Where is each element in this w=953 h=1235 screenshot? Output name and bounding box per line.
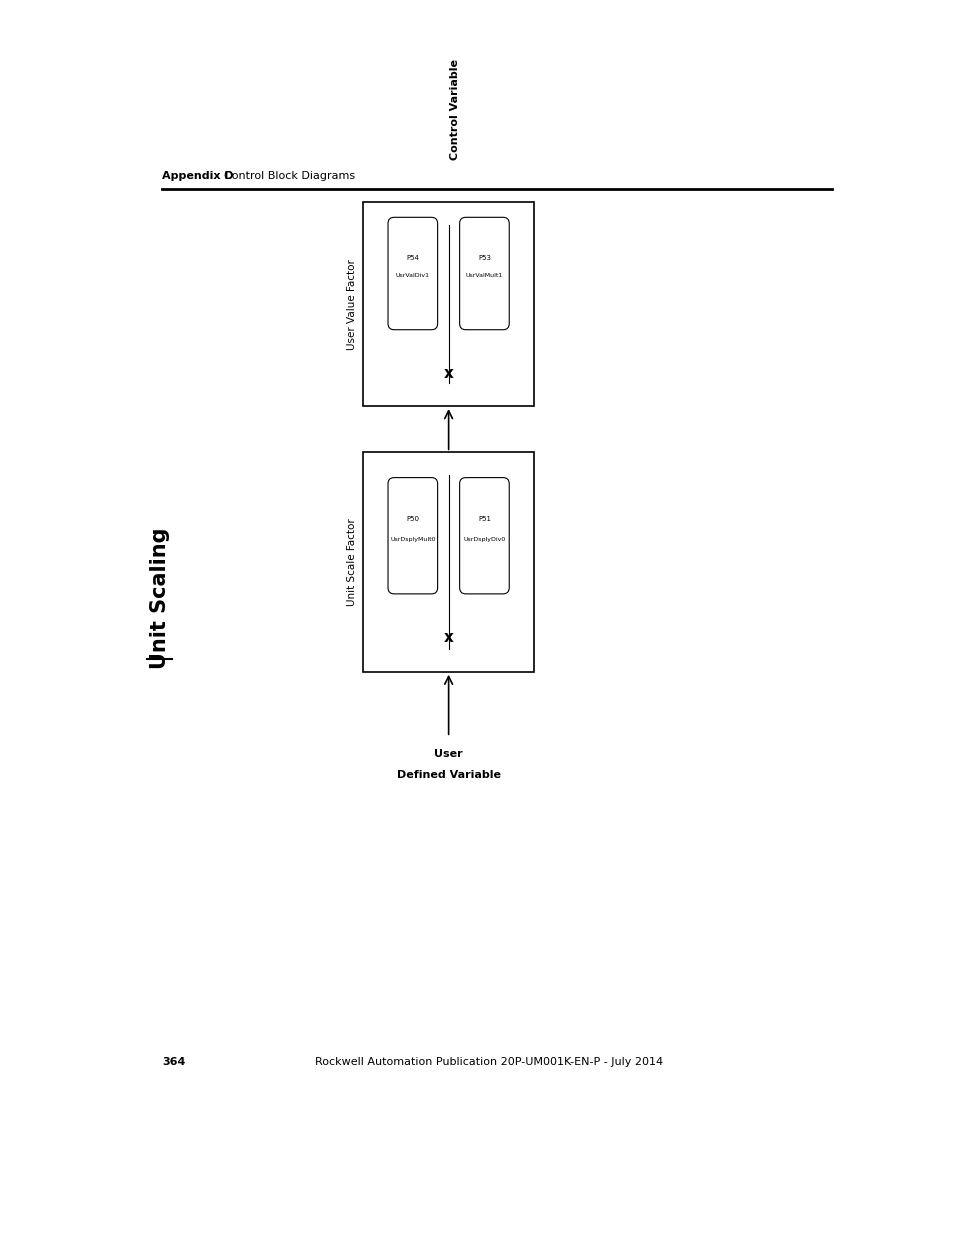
FancyBboxPatch shape [388, 217, 437, 330]
Text: Appendix D: Appendix D [162, 172, 233, 182]
Text: User: User [434, 748, 462, 758]
FancyBboxPatch shape [388, 478, 437, 594]
FancyBboxPatch shape [363, 203, 534, 406]
Text: P54: P54 [406, 256, 418, 261]
Text: UsrDsplyDiv0: UsrDsplyDiv0 [463, 537, 505, 542]
FancyBboxPatch shape [363, 452, 534, 672]
Text: P53: P53 [477, 256, 491, 261]
FancyBboxPatch shape [459, 217, 509, 330]
Text: Unit Scaling: Unit Scaling [150, 527, 170, 669]
Text: x: x [443, 630, 453, 645]
Text: User Value Factor: User Value Factor [346, 258, 356, 350]
Text: Defined Variable: Defined Variable [396, 771, 500, 781]
Text: P51: P51 [477, 516, 491, 522]
Text: 364: 364 [162, 1057, 185, 1067]
Text: UsrValDiv1: UsrValDiv1 [395, 273, 430, 278]
Text: P50: P50 [406, 516, 419, 522]
Text: Rockwell Automation Publication 20P-UM001K-EN-P - July 2014: Rockwell Automation Publication 20P-UM00… [314, 1057, 662, 1067]
Text: Control Block Diagrams: Control Block Diagrams [224, 172, 355, 182]
Text: Unit Scale Factor: Unit Scale Factor [346, 519, 356, 606]
Text: Control Variable: Control Variable [450, 59, 459, 159]
Text: UsrDsplyMult0: UsrDsplyMult0 [390, 537, 436, 542]
Text: x: x [443, 367, 453, 382]
Text: UsrValMult1: UsrValMult1 [465, 273, 502, 278]
FancyBboxPatch shape [459, 478, 509, 594]
